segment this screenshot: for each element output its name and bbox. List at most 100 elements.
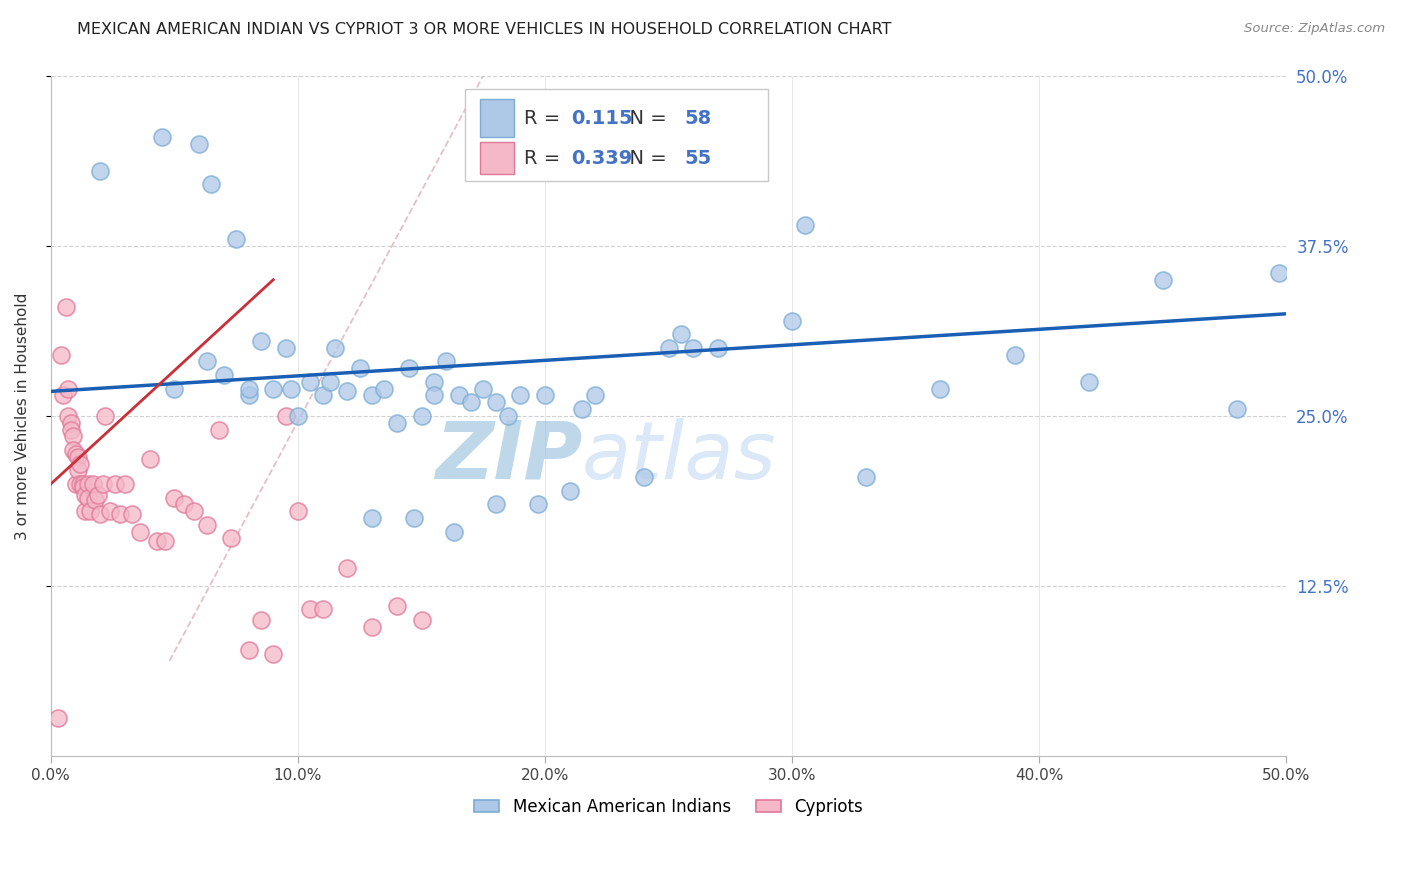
Point [633,470,655,484]
Point [855,470,877,484]
Point [188,136,211,151]
Point [250,613,273,627]
Text: R =: R = [524,109,567,128]
Point [287,504,309,518]
Point [89,507,111,521]
Point [238,643,260,657]
Point [69,477,91,491]
Point [183,504,205,518]
Point [411,409,433,423]
Point [150,129,173,144]
Point [59,423,82,437]
Point [558,483,581,498]
Point [114,477,136,491]
Text: N =: N = [617,149,672,168]
Point [104,477,127,491]
Point [238,388,260,402]
Point [385,416,408,430]
Point [526,497,548,511]
Text: N =: N = [617,109,672,128]
Text: Source: ZipAtlas.com: Source: ZipAtlas.com [1244,22,1385,36]
Point [443,524,465,539]
Point [434,354,457,368]
Point [1004,348,1026,362]
Point [212,368,235,382]
Point [173,497,195,511]
Point [66,463,89,477]
Bar [479,143,515,174]
Point [72,477,94,491]
Point [138,452,160,467]
Point [1268,266,1291,280]
Point [77,477,100,491]
Point [299,602,322,616]
Legend: Mexican American Indians, Cypriots: Mexican American Indians, Cypriots [468,791,869,822]
Point [94,409,117,423]
Point [208,423,231,437]
Point [1226,402,1249,417]
Point [682,341,704,355]
Point [52,388,75,402]
Text: 58: 58 [685,109,711,128]
Point [128,524,150,539]
Point [336,561,359,575]
Point [82,477,104,491]
Point [274,341,297,355]
Point [1077,375,1099,389]
Point [195,354,218,368]
Point [361,511,384,525]
Point [472,382,495,396]
Point [262,382,284,396]
Point [200,178,222,192]
Point [423,388,446,402]
Point [299,375,322,389]
Point [108,507,131,521]
Point [323,341,346,355]
Point [423,375,446,389]
Point [65,447,87,461]
Point [583,388,606,402]
Point [707,341,730,355]
Point [262,647,284,661]
Point [163,382,186,396]
Point [311,602,333,616]
Point [75,488,97,502]
Point [336,384,359,399]
Point [98,504,121,518]
Point [929,382,952,396]
Point [373,382,395,396]
Point [404,511,426,525]
Text: atlas: atlas [582,417,778,496]
Point [87,488,110,502]
Text: 55: 55 [685,149,711,168]
Point [534,388,557,402]
Text: 0.115: 0.115 [571,109,633,128]
Point [59,416,82,430]
Point [89,164,111,178]
Bar [479,99,515,136]
Point [91,477,114,491]
Point [79,504,101,518]
Point [69,457,91,471]
Point [238,382,260,396]
Point [146,534,169,549]
Point [385,599,408,614]
Text: ZIP: ZIP [434,417,582,496]
FancyBboxPatch shape [465,89,768,181]
Point [780,313,803,327]
Point [66,450,89,464]
Point [274,409,297,423]
Point [571,402,593,417]
Text: MEXICAN AMERICAN INDIAN VS CYPRIOT 3 OR MORE VEHICLES IN HOUSEHOLD CORRELATION C: MEXICAN AMERICAN INDIAN VS CYPRIOT 3 OR … [77,22,891,37]
Point [46,711,69,725]
Point [411,613,433,627]
Point [163,491,186,505]
Point [75,504,97,518]
Point [225,232,247,246]
Point [485,497,508,511]
Point [65,477,87,491]
Point [55,300,77,314]
Point [153,534,176,549]
Point [319,375,342,389]
Point [84,493,107,508]
